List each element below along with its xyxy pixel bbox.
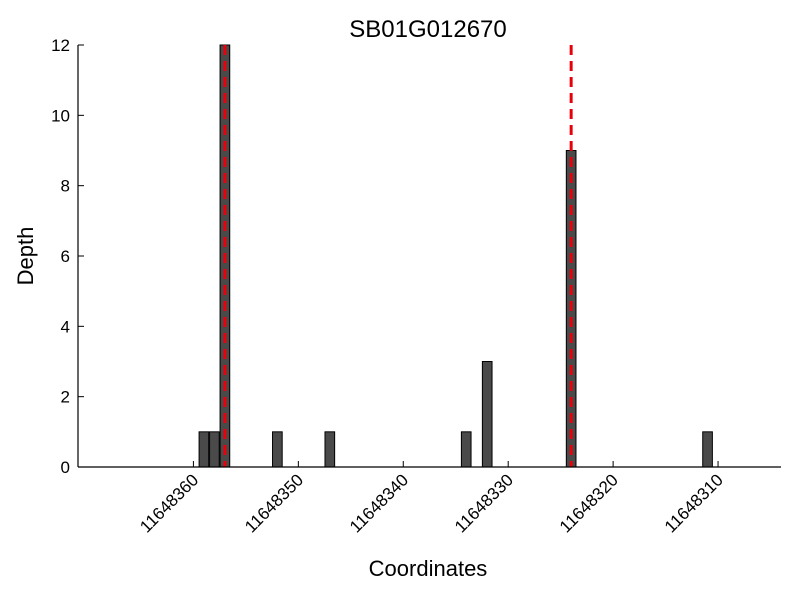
bar-0 <box>198 431 210 468</box>
y-axis-label: Depth <box>13 227 38 286</box>
bar-3 <box>272 431 283 468</box>
bar-5 <box>460 431 472 468</box>
x-ticks-group: 11648360 11648350 11648340 11648330 11648320… <box>136 461 727 536</box>
bars-group <box>198 44 713 468</box>
y-tick-label-8: 8 <box>61 177 70 196</box>
bar-6 <box>481 361 493 468</box>
y-ticks-group: 0 2 4 6 8 10 12 <box>51 36 84 477</box>
x-axis-label: Coordinates <box>369 556 488 581</box>
bar-8 <box>702 431 713 468</box>
x-tick-label-11648330: 11648330 <box>451 470 517 536</box>
y-tick-label-2: 2 <box>61 388 70 407</box>
x-tick-label-11648350: 11648350 <box>241 470 307 536</box>
y-tick-label-0: 0 <box>61 458 70 477</box>
x-tick-label-11648310: 11648310 <box>661 470 727 536</box>
y-tick-label-10: 10 <box>51 106 70 125</box>
markers-group <box>223 45 573 467</box>
y-tick-label-4: 4 <box>61 317 70 336</box>
bar-4 <box>324 431 336 468</box>
x-tick-label-11648340: 11648340 <box>346 470 412 536</box>
bar-1 <box>209 431 220 468</box>
x-tick-label-11648320: 11648320 <box>556 470 622 536</box>
y-tick-label-12: 12 <box>51 36 70 55</box>
y-tick-label-6: 6 <box>61 247 70 266</box>
chart-title: SB01G012670 <box>349 16 506 43</box>
x-tick-label-11648360: 11648360 <box>136 470 202 536</box>
